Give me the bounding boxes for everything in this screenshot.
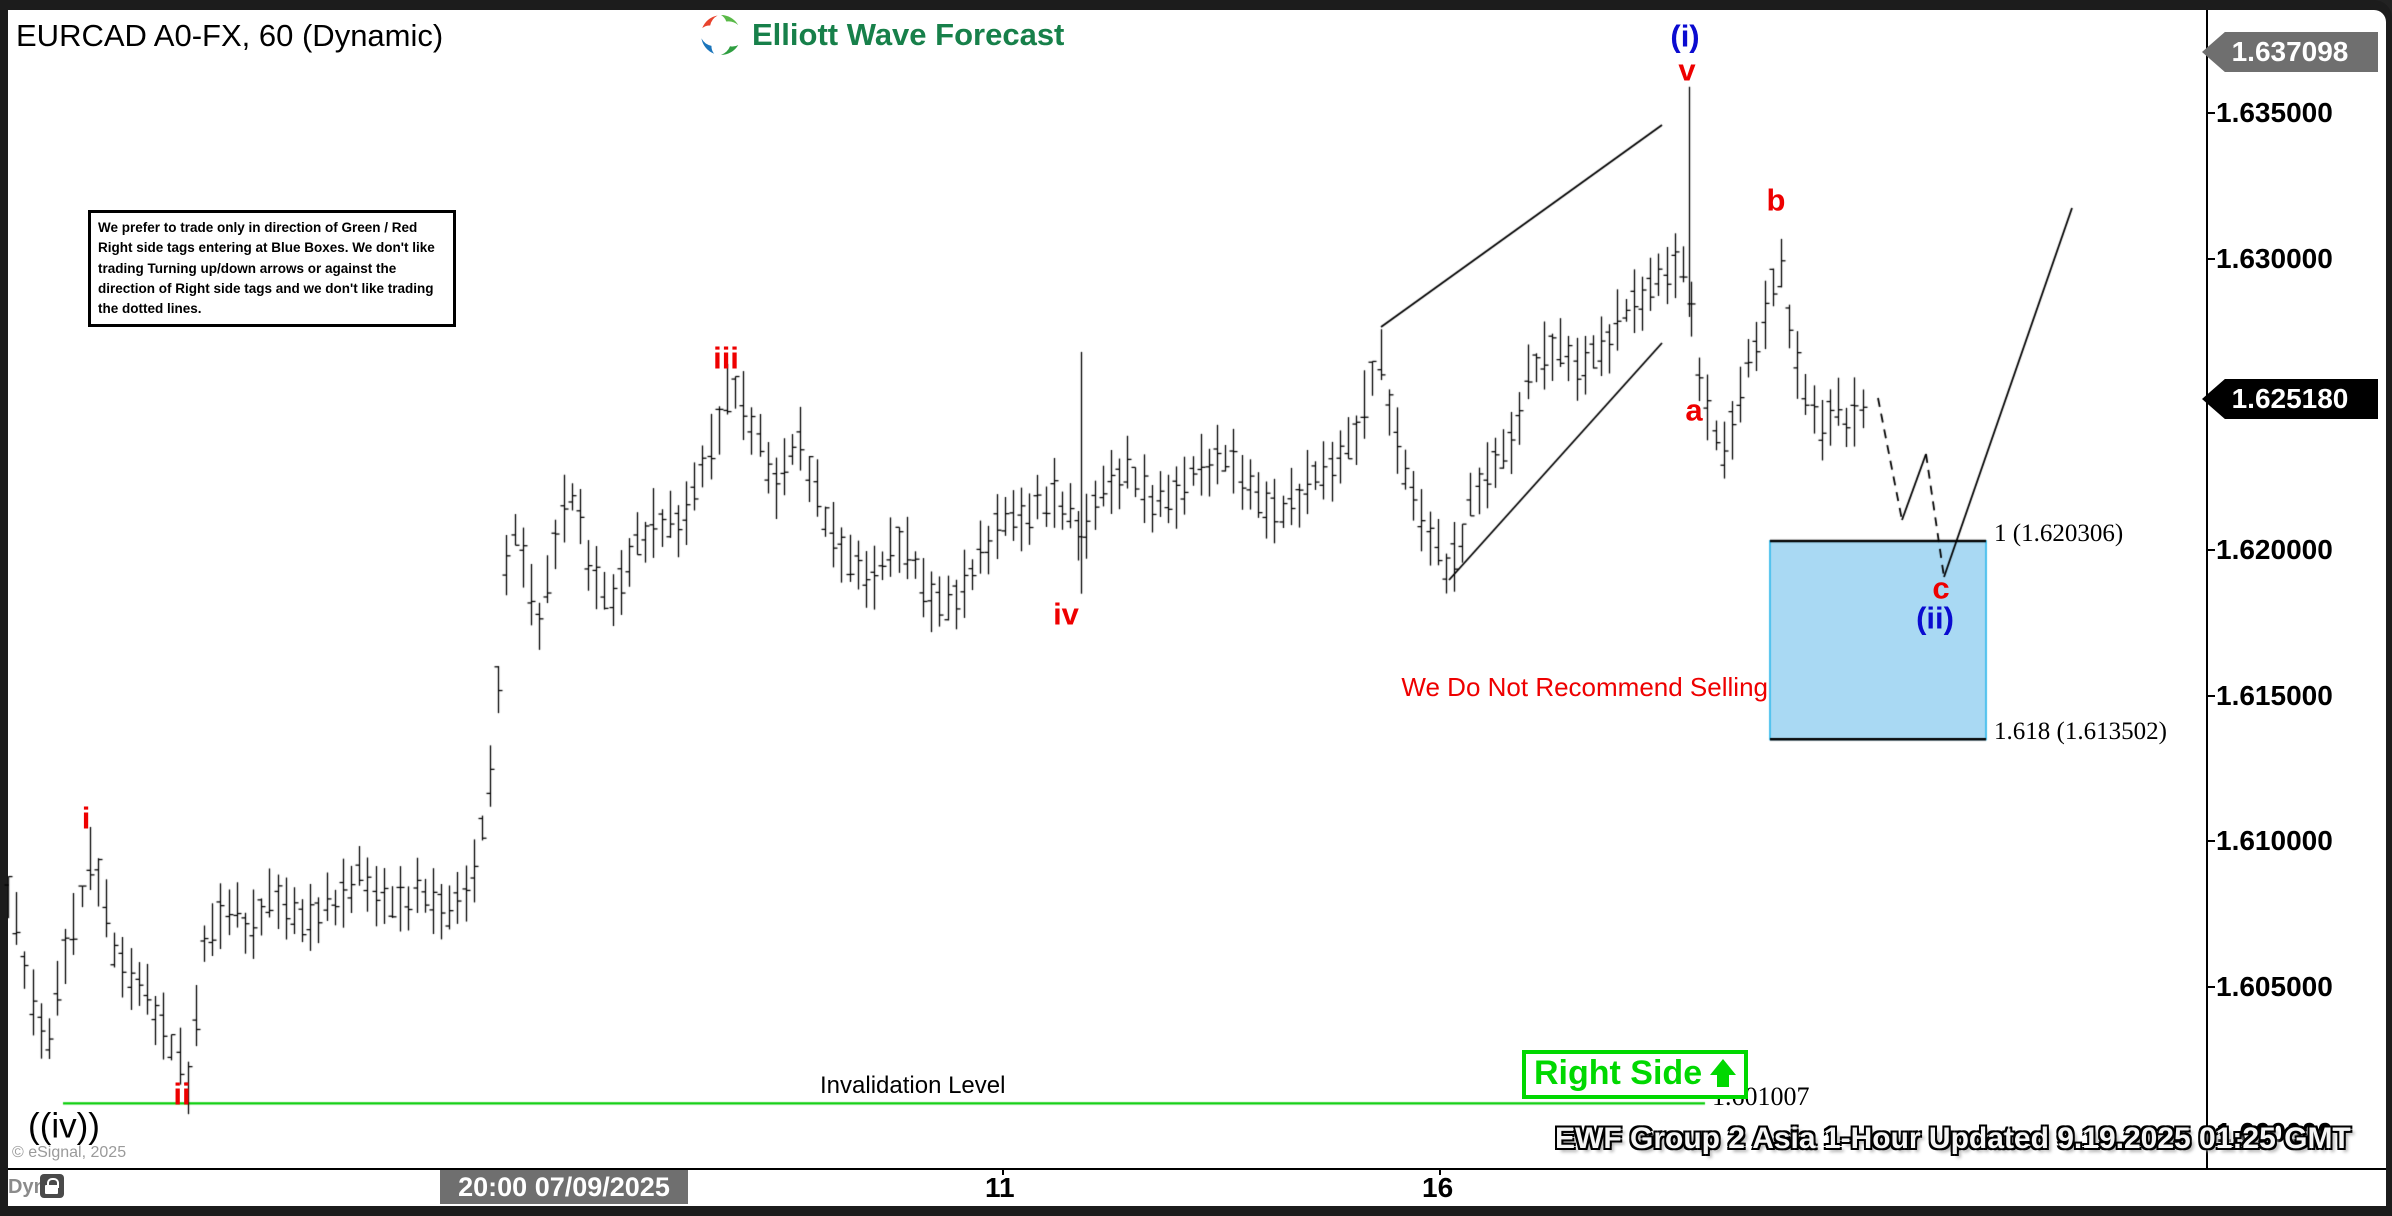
brand-logo: Elliott Wave Forecast — [700, 14, 1064, 56]
wave-label-c: c — [1932, 570, 1950, 606]
price-tick-label: 1.605000 — [2216, 971, 2333, 1002]
price-tick-label: 1.615000 — [2216, 679, 2333, 711]
time-tick-mark — [1002, 1168, 1004, 1175]
price-axis-line — [2206, 10, 2208, 1168]
brand-name: Elliott Wave Forecast — [752, 17, 1065, 52]
time-tick-label: 11 — [985, 1172, 1015, 1203]
high-price-tag: 1.637098 — [2202, 32, 2378, 72]
fib-level-1-label: 1 (1.620306) — [1994, 520, 2124, 547]
wave-label-v: v — [1678, 52, 1696, 88]
update-footer-note: EWF Group 2 Asia 1-Hour Updated 9.19.202… — [1555, 1122, 2351, 1155]
price-tick-label: 1.635000 — [2216, 97, 2333, 128]
elliott-wave-swirl-icon — [701, 15, 739, 55]
wave-label-iv: ((iv)) — [28, 1106, 100, 1146]
price-tick-label: 1.600000 — [2216, 1116, 2333, 1148]
invalidation-level-label: Invalidation Level — [820, 1072, 1006, 1099]
wave-label-ii: ii — [173, 1076, 191, 1112]
disclaimer-note: We prefer to trade only in direction of … — [88, 210, 456, 328]
wave-label-a: a — [1685, 392, 1703, 428]
up-arrow-icon — [1710, 1058, 1737, 1089]
price-tick-mark — [2206, 112, 2215, 114]
price-tick-label: 1.630000 — [2216, 242, 2333, 274]
wave-label-ii: (ii) — [1916, 600, 1954, 636]
time-axis-line — [8, 1168, 2386, 1170]
wave-label-i: (i) — [1670, 18, 1700, 54]
lock-icon[interactable] — [40, 1174, 64, 1198]
price-tick-mark — [2206, 257, 2215, 260]
price-tick-mark — [2206, 694, 2215, 697]
dyn-mode-label: Dyn — [8, 1176, 46, 1198]
right-side-tag: Right Side — [1522, 1050, 1749, 1100]
time-tick-label: 16 — [1422, 1172, 1454, 1203]
copyright-label: © eSignal, 2025 — [12, 1144, 127, 1161]
time-tick-mark — [1439, 1168, 1441, 1175]
last-price-tag: 1.625180 — [2202, 379, 2378, 419]
price-tick-mark — [2206, 1131, 2215, 1134]
wave-label-i: i — [81, 800, 91, 836]
price-tick-label: 1.620000 — [2216, 534, 2333, 565]
right-side-label: Right Side — [1534, 1054, 1703, 1092]
wave-label-iv: iv — [1053, 596, 1079, 632]
wave-label-b: b — [1766, 182, 1786, 218]
symbol-title: EURCAD A0-FX, 60 (Dynamic) — [16, 18, 444, 53]
price-tick-mark — [2206, 840, 2215, 843]
wave-label-iii: iii — [713, 340, 739, 376]
price-tick-mark — [2206, 986, 2215, 988]
selected-time-tag: 20:00 07/09/2025 — [440, 1170, 688, 1204]
price-tick-label: 1.610000 — [2216, 825, 2333, 857]
fib-level-1618-label: 1.618 (1.613502) — [1994, 718, 2167, 745]
price-tick-mark — [2206, 549, 2215, 551]
no-sell-note: We Do Not Recommend Selling — [1401, 672, 1768, 702]
